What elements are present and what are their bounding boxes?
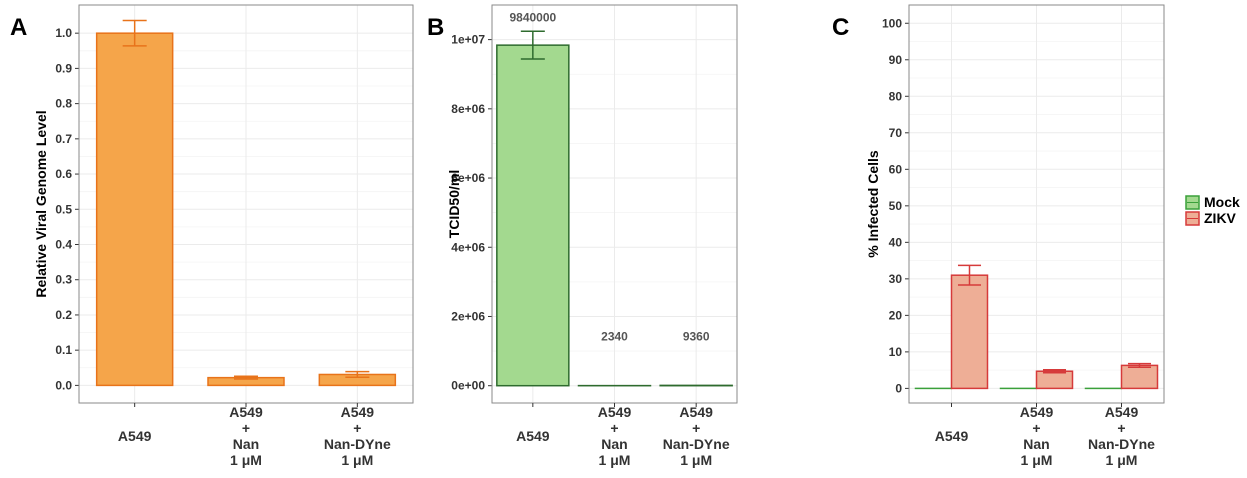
x-category-label: 1 μM [230, 452, 262, 468]
bar-c-zikv-0 [952, 275, 988, 388]
bar-a-0 [97, 33, 173, 385]
x-category-label: 1 μM [341, 452, 373, 468]
y-axis-label: TCID50/ml [446, 170, 462, 238]
data-label: 2340 [601, 330, 628, 344]
data-label: 9840000 [509, 10, 556, 24]
y-tick-label: 0.0 [55, 378, 72, 392]
x-category-label: A549 [1105, 404, 1139, 420]
x-category-label: Nan-DYne [324, 436, 391, 452]
y-tick-label: 0.7 [55, 132, 72, 146]
y-tick-label: 0.4 [55, 238, 72, 252]
y-tick-label: 100 [882, 16, 902, 30]
x-category-label: A549 [679, 404, 713, 420]
x-category-label: 1 μM [1106, 452, 1138, 468]
legend-label-mock: Mock [1204, 194, 1240, 210]
x-category-label: + [1032, 420, 1040, 436]
y-tick-label: 80 [889, 89, 903, 103]
x-category-label: Nan-DYne [663, 436, 730, 452]
bar-c-zikv-1 [1037, 371, 1073, 388]
x-category-label: A549 [516, 428, 550, 444]
y-tick-label: 0.5 [55, 202, 72, 216]
x-category-label: 1 μM [680, 452, 712, 468]
y-tick-label: 60 [889, 162, 903, 176]
y-tick-label: 1.0 [55, 26, 72, 40]
chart-panel-a: A 0.0 0.1 0.2 0.3 0.4 0.5 0.6 0.7 0.8 0.9 1.0 Relati… [10, 5, 413, 468]
y-tick-label: 4e+06 [451, 240, 485, 254]
x-category-label: Nan-DYne [1088, 436, 1155, 452]
y-tick-label: 2e+06 [451, 309, 485, 323]
y-tick-label: 50 [889, 199, 903, 213]
y-tick-label: 0.6 [55, 167, 72, 181]
y-tick-label: 0e+00 [451, 379, 485, 393]
y-tick-label: 0.8 [55, 97, 72, 111]
y-tick-label: 0.9 [55, 61, 72, 75]
x-category-label: A549 [1020, 404, 1054, 420]
y-tick-label: 0 [895, 381, 902, 395]
x-category-label: 1 μM [599, 452, 631, 468]
bar-c-zikv-2 [1122, 365, 1158, 388]
x-category-label: Nan [1023, 436, 1049, 452]
y-tick-label: 0.3 [55, 273, 72, 287]
panel-letter: C [832, 14, 849, 41]
x-category-label: + [610, 420, 618, 436]
y-tick-label: 8e+06 [451, 102, 485, 116]
x-category-label: A549 [229, 404, 263, 420]
x-category-label: + [1117, 420, 1125, 436]
x-category-label: A549 [118, 428, 152, 444]
y-tick-label: 20 [889, 308, 903, 322]
y-tick-label: 0.1 [55, 343, 72, 357]
x-category-label: A549 [935, 428, 969, 444]
y-tick-label: 70 [889, 126, 903, 140]
x-category-label: A549 [598, 404, 632, 420]
panel-letter: B [427, 14, 444, 41]
y-tick-label: 30 [889, 272, 903, 286]
x-category-label: + [692, 420, 700, 436]
y-axis-label: Relative Viral Genome Level [33, 110, 49, 297]
panel-letter: A [10, 14, 27, 41]
chart-panel-c: C 0 10 20 30 40 50 60 70 80 90 100 % Infected Cells A… [832, 5, 1240, 468]
chart-panel-b: B0e+002e+064e+066e+068e+061e+07TCID50/ml… [427, 5, 737, 468]
x-category-label: A549 [341, 404, 375, 420]
y-tick-label: 10 [889, 345, 903, 359]
y-tick-label: 1e+07 [451, 33, 485, 47]
y-axis-label: % Infected Cells [865, 150, 881, 258]
y-tick-label: 40 [889, 235, 903, 249]
x-category-label: + [353, 420, 361, 436]
bar-b-0 [497, 45, 569, 386]
data-label: 9360 [683, 330, 710, 344]
x-category-label: Nan [601, 436, 627, 452]
y-tick-label: 90 [889, 53, 903, 67]
x-category-label: 1 μM [1021, 452, 1053, 468]
x-category-label: + [242, 420, 250, 436]
y-tick-label: 0.2 [55, 308, 72, 322]
x-category-label: Nan [233, 436, 259, 452]
legend-label-zikv: ZIKV [1204, 210, 1237, 226]
